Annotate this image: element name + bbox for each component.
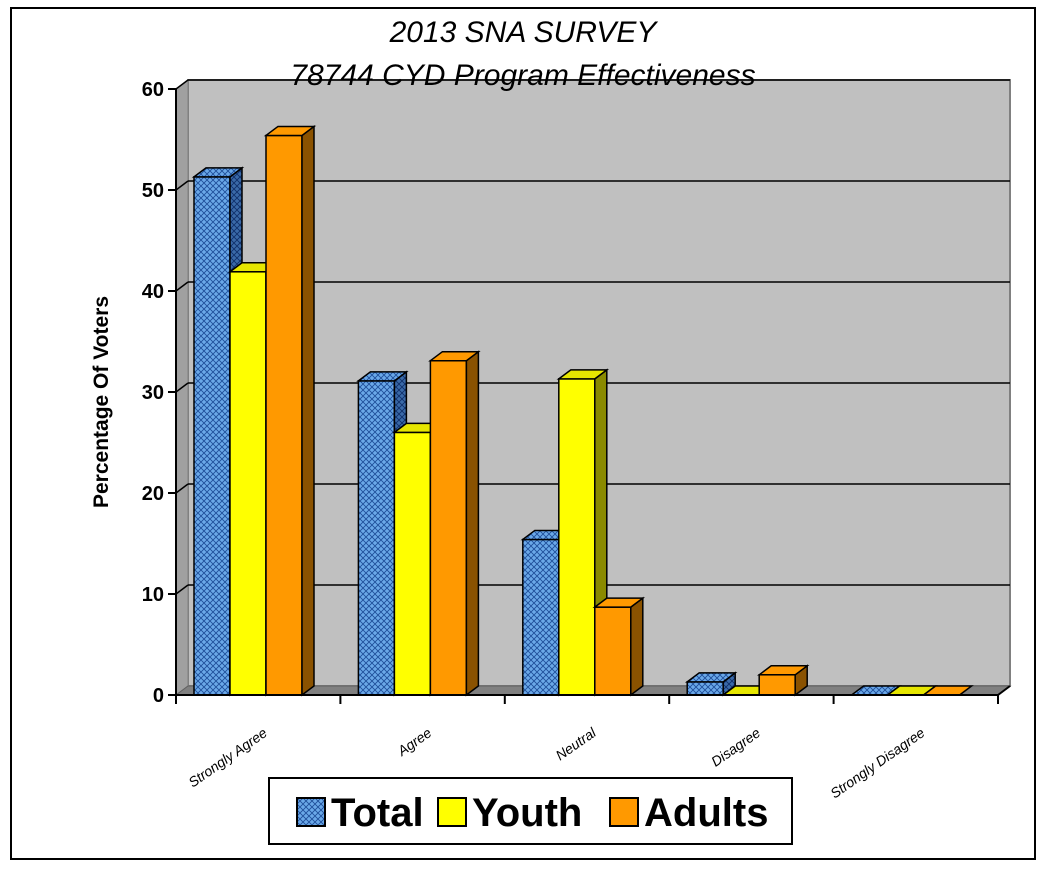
bars <box>191 124 974 697</box>
y-axis-label: Percentage Of Voters <box>90 296 113 508</box>
bar-top <box>756 665 810 676</box>
bar-top <box>684 672 738 683</box>
bar-adults <box>428 350 481 697</box>
chart-title-line: 78744 CYD Program Effectiveness <box>290 59 755 92</box>
gridline-side <box>175 382 189 393</box>
y-tick-label: 40 <box>142 281 164 303</box>
x-tick-label: Neutral <box>553 724 600 764</box>
x-tick-label: Agree <box>394 724 435 759</box>
bar-chart: 0 10 20 30 40 50 60 Strongly Agree Agree Neutral D… <box>90 16 1012 845</box>
gridline-side <box>175 180 189 191</box>
bar-top <box>191 167 245 178</box>
bar-front <box>429 359 468 696</box>
bar-front <box>594 606 632 696</box>
bar-total <box>684 671 738 697</box>
gridline-side <box>175 281 189 292</box>
bar-front <box>686 681 724 696</box>
bar-front <box>558 378 596 696</box>
chart-frame: 0 10 20 30 40 50 60 Strongly Agree Agree Neutral D… <box>10 7 1036 860</box>
legend-swatch-youth <box>437 797 467 827</box>
bar-adults <box>263 124 317 697</box>
chart-title: 2013 SNA SURVEY 78744 CYD Program Effecti… <box>290 16 755 92</box>
bar-front <box>193 176 231 696</box>
bar-adults <box>592 596 646 697</box>
x-axis-end <box>997 685 1011 696</box>
y-tick-label: 60 <box>142 79 164 101</box>
y-tick-label: 20 <box>142 483 164 505</box>
gridline-side <box>175 584 189 595</box>
y-tick-label: 10 <box>142 584 164 606</box>
chart-title-line: 2013 SNA SURVEY <box>389 16 659 49</box>
gridline-side <box>175 79 189 90</box>
bar-top <box>356 371 409 382</box>
bar-side <box>465 350 480 697</box>
bar-side <box>301 124 315 697</box>
legend-label-youth: Youth <box>472 791 582 835</box>
x-tick-label: Disagree <box>708 724 763 769</box>
x-tick-label: Strongly Disagree <box>827 724 928 801</box>
bar-front <box>758 674 796 696</box>
bar-front <box>357 380 396 696</box>
bar-front <box>522 538 560 696</box>
bar-front <box>229 271 267 696</box>
gridline-side <box>175 483 189 494</box>
bar-top <box>592 597 646 608</box>
y-tick-label: 0 <box>153 685 164 707</box>
bar-front <box>265 134 303 696</box>
legend: Total Youth Adults <box>268 777 793 845</box>
bar-adults <box>756 664 810 697</box>
x-tick-label: Strongly Agree <box>185 724 270 790</box>
legend-label-adults: Adults <box>644 791 768 835</box>
bar-top <box>556 369 610 380</box>
legend-swatch-adults <box>609 797 639 827</box>
y-tick-label: 30 <box>142 382 164 404</box>
legend-swatch-total <box>296 797 326 827</box>
legend-label-total: Total <box>331 791 424 835</box>
bar-side <box>630 596 644 697</box>
bar-top <box>428 350 481 362</box>
legend-box <box>268 777 793 845</box>
bar-front <box>393 431 432 696</box>
bar-top <box>263 125 317 137</box>
y-tick-label: 50 <box>142 180 164 202</box>
